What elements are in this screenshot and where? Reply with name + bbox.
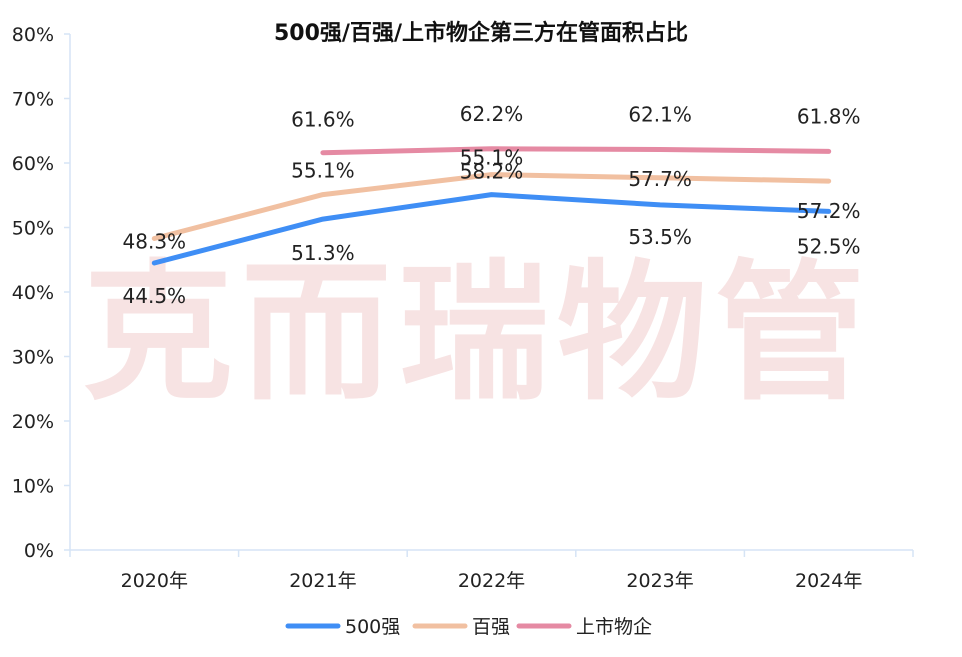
y-tick-label: 40% [12, 282, 54, 304]
data-label: 55.1% [460, 146, 524, 170]
series-line [320, 146, 832, 156]
data-label: 52.5% [797, 234, 861, 258]
y-tick-label: 80% [12, 24, 54, 46]
series-line [151, 172, 832, 241]
legend-label: 百强 [472, 616, 510, 638]
x-tick-label: 2020年 [121, 570, 188, 592]
y-tick-label: 20% [12, 411, 54, 433]
legend: 500强 百强 上市物企 [285, 616, 652, 638]
legend-label: 上市物企 [576, 616, 652, 638]
y-tick-label: 60% [12, 153, 54, 175]
chart-title: 500强/百强/上市物企第三方在管面积占比 [274, 20, 688, 46]
series-line [151, 192, 832, 266]
data-label: 57.2% [797, 199, 861, 223]
y-tick-label: 50% [12, 218, 54, 240]
data-label: 51.3% [291, 241, 355, 265]
x-tick-label: 2022年 [458, 570, 525, 592]
chart-axes: 0% 10% 20% 30% 40% 50% 60% 70% 80% 2020年 2021年 2022… [12, 24, 914, 592]
data-label: 61.8% [797, 104, 861, 128]
y-tick-label: 30% [12, 347, 54, 369]
data-label: 61.6% [291, 108, 355, 132]
data-labels: 44.5%51.3%55.1%53.5% 52.5%48.3%55.1% 58.2%… [123, 102, 861, 308]
x-tick-label: 2023年 [626, 570, 693, 592]
data-label: 58.2% [460, 160, 524, 184]
watermark-text: 克而瑞物管 [83, 247, 873, 421]
data-label: 62.2% [460, 102, 524, 126]
y-tick-label: 70% [12, 89, 54, 111]
y-tick-label: 10% [12, 476, 54, 498]
x-tick-label: 2021年 [289, 570, 356, 592]
series-lines [151, 146, 832, 266]
y-tick-label: 0% [24, 540, 54, 562]
data-label: 48.3% [123, 229, 187, 253]
data-label: 53.5% [628, 225, 692, 249]
legend-label: 500强 [345, 616, 400, 638]
x-tick-label: 2024年 [795, 570, 862, 592]
data-label: 57.7% [628, 167, 692, 191]
data-label: 55.1% [291, 159, 355, 183]
data-label: 62.1% [628, 102, 692, 126]
data-label: 44.5% [123, 284, 187, 308]
